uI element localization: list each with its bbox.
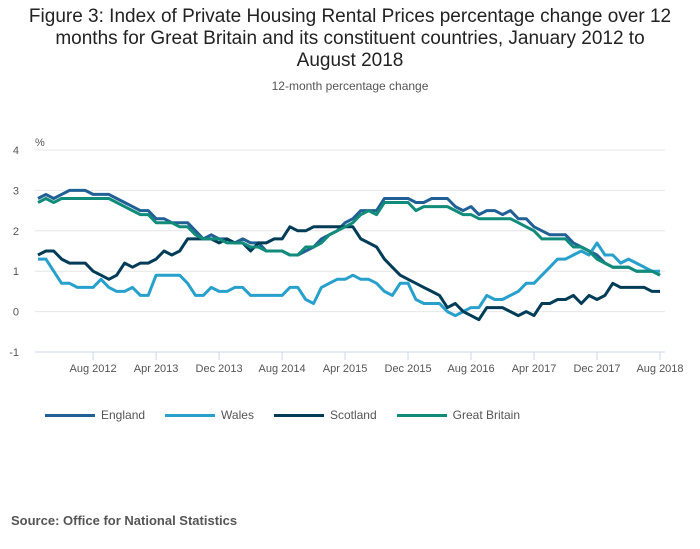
legend-swatch [396,413,447,417]
legend-item-wales[interactable]: Wales [165,408,254,422]
source-note: Source: Office for National Statistics [11,513,238,528]
legend-swatch [165,413,216,417]
x-tick-label: Dec 2015 [385,363,432,375]
y-tick-label: 0 [13,307,19,319]
legend-label: Wales [221,408,254,422]
x-tick-label: Aug 2012 [70,363,117,375]
y-tick-label: -1 [9,347,19,359]
x-axis: Aug 2012 Apr 2013 Dec 2013 Aug 2014 Apr 2015… [70,352,684,375]
series-line-england[interactable] [37,188,661,277]
y-tick-label: 1 [13,266,19,278]
series-line-great-britain[interactable] [37,197,661,277]
legend-swatch [273,413,324,417]
grid-lines [35,149,665,353]
y-tick-label: 3 [13,185,19,197]
series-line-scotland[interactable] [37,225,660,322]
chart-title-line: months for Great Britain and its constit… [55,28,645,49]
x-tick-label: Apr 2013 [134,363,179,375]
x-tick-label: Dec 2013 [196,363,243,375]
x-tick-label: Aug 2014 [259,363,306,375]
series-line-wales[interactable] [38,241,660,318]
chart-title-line: August 2018 [296,50,404,71]
x-tick-label: Dec 2017 [573,363,620,375]
legend-label: Scotland [329,408,377,422]
legend-item-great-britain[interactable]: Great Britain [396,408,521,422]
x-tick-label: Aug 2016 [447,363,494,375]
legend-item-england[interactable]: England [45,408,145,422]
x-tick-label: Aug 2018 [636,363,683,375]
legend-label: Great Britain [452,408,521,422]
y-axis-label: % [35,137,45,149]
y-tick-label: 4 [13,145,19,157]
legend-label: England [101,408,146,422]
legend-item-scotland[interactable]: Scotland [273,408,377,422]
y-axis: 4 3 2 1 0 -1 [9,145,19,359]
legend-swatch [45,413,95,417]
x-tick-label: Apr 2017 [512,363,557,375]
line-chart: 4 3 2 1 0 -1 Aug 2012 Apr 2013 Dec 2013 Aug 2014… [9,137,684,375]
chart-title-line: Figure 3: Index of Private Housing Renta… [28,6,672,27]
x-tick-label: Apr 2015 [323,363,368,375]
legend: England Wales Scotland Great Britain [45,408,540,422]
y-tick-label: 2 [13,226,19,238]
series-lines [37,188,661,322]
chart-title: Figure 3: Index of Private Housing Renta… [0,6,700,72]
chart-subtitle: 12-month percentage change [271,79,429,93]
